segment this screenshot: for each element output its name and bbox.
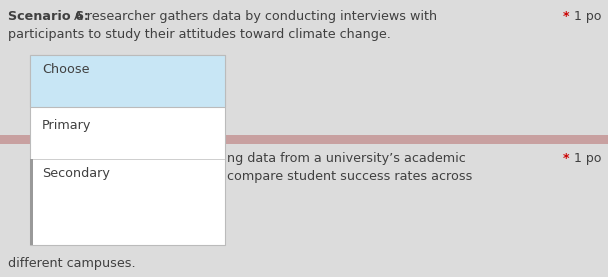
- Text: participants to study their attitudes toward climate change.: participants to study their attitudes to…: [8, 28, 391, 41]
- Text: Secondary: Secondary: [42, 167, 110, 180]
- Text: Scenario 6:: Scenario 6:: [8, 10, 89, 23]
- Text: 1 po: 1 po: [570, 10, 601, 23]
- Text: 1 po: 1 po: [570, 152, 601, 165]
- Text: Primary: Primary: [42, 119, 91, 132]
- Bar: [30, 159, 33, 245]
- Text: *: *: [563, 10, 570, 23]
- Bar: [0, 135, 30, 144]
- Text: ng data from a university’s academic: ng data from a university’s academic: [227, 152, 466, 165]
- Text: different campuses.: different campuses.: [8, 257, 136, 270]
- Text: A researcher gathers data by conducting interviews with: A researcher gathers data by conducting …: [70, 10, 437, 23]
- Bar: [30, 55, 225, 107]
- Bar: [225, 135, 608, 144]
- Text: *: *: [563, 152, 570, 165]
- Text: compare student success rates across: compare student success rates across: [227, 170, 472, 183]
- Bar: [30, 55, 225, 107]
- Bar: [30, 55, 225, 107]
- Bar: [30, 55, 225, 245]
- Text: Choose: Choose: [42, 63, 89, 76]
